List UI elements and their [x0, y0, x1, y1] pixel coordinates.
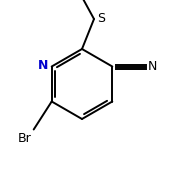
Text: S: S — [97, 11, 105, 24]
Text: Br: Br — [18, 132, 32, 144]
Text: N: N — [147, 60, 157, 73]
Text: N: N — [38, 59, 49, 72]
